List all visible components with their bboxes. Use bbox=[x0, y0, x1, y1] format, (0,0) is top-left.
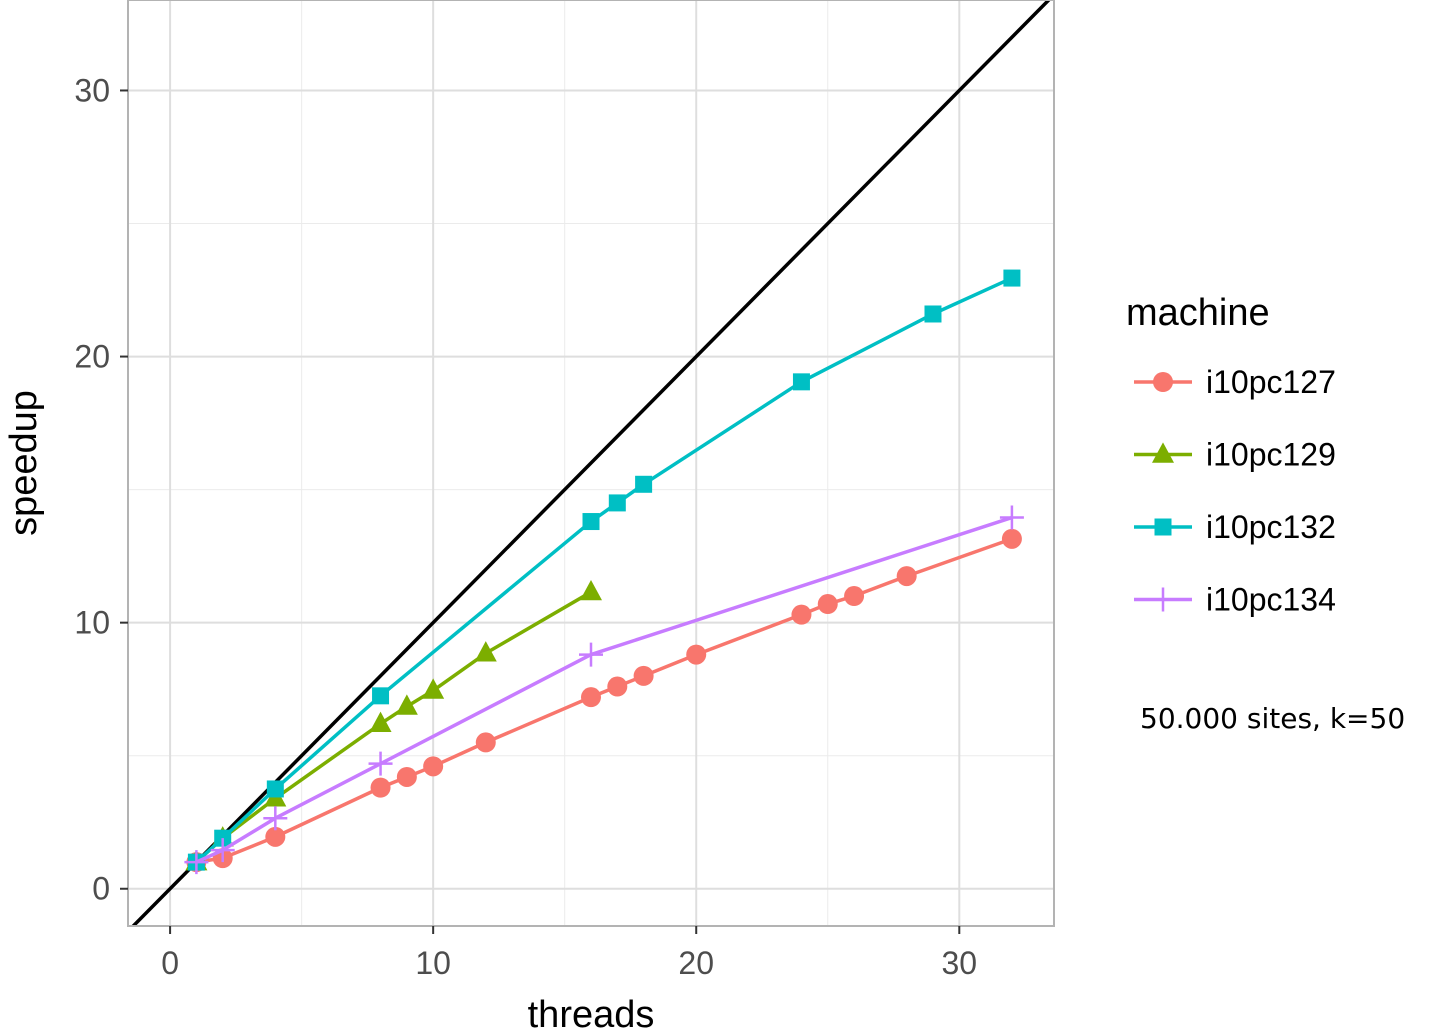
annotation-text: 50.000 sites, k=50 bbox=[1140, 702, 1405, 735]
data-point-i10pc129 bbox=[395, 694, 418, 715]
data-point-i10pc127 bbox=[633, 665, 654, 686]
x-axis-title: threads bbox=[528, 994, 655, 1030]
reference-line-layer bbox=[130, 0, 1052, 926]
data-point-i10pc134 bbox=[368, 751, 393, 776]
x-tick-label: 30 bbox=[941, 945, 977, 981]
data-point-i10pc127 bbox=[607, 676, 628, 697]
y-tick-label: 0 bbox=[92, 871, 110, 907]
y-axis-title: speedup bbox=[3, 390, 45, 536]
data-point-i10pc129 bbox=[474, 641, 497, 662]
data-point-i10pc132 bbox=[372, 687, 390, 705]
data-point-i10pc129 bbox=[580, 579, 602, 601]
data-point-i10pc127 bbox=[475, 732, 496, 753]
legend-title: machine bbox=[1126, 292, 1270, 334]
series-layer bbox=[184, 269, 1024, 875]
data-point-i10pc127 bbox=[396, 766, 417, 787]
data-point-i10pc129 bbox=[369, 711, 392, 733]
series-line-i10pc132 bbox=[195, 276, 1013, 864]
legend-item-i10pc132: i10pc132 bbox=[1134, 509, 1336, 545]
series-i10pc134 bbox=[184, 505, 1024, 875]
y-axis-ticks: 0 10 20 30 bbox=[74, 72, 128, 907]
series-i10pc132 bbox=[187, 269, 1021, 871]
data-point-i10pc134 bbox=[210, 838, 235, 863]
data-point-i10pc132 bbox=[266, 780, 284, 798]
data-point-i10pc127 bbox=[686, 644, 707, 665]
legend-label: i10pc134 bbox=[1206, 582, 1336, 618]
legend-item-i10pc127: i10pc127 bbox=[1134, 364, 1336, 400]
legend-label: i10pc129 bbox=[1206, 437, 1336, 473]
series-line-i10pc134 bbox=[195, 515, 1013, 864]
y-tick-label: 30 bbox=[74, 72, 110, 108]
x-tick-label: 0 bbox=[161, 945, 179, 981]
series-line-i10pc127 bbox=[196, 537, 1013, 864]
legend-key-square-icon bbox=[1154, 518, 1172, 536]
legend-label: i10pc132 bbox=[1206, 509, 1336, 545]
data-point-i10pc134 bbox=[263, 806, 288, 831]
x-tick-label: 10 bbox=[415, 945, 451, 981]
data-point-i10pc127 bbox=[844, 586, 865, 607]
data-point-i10pc127 bbox=[791, 604, 812, 625]
data-point-i10pc132 bbox=[635, 475, 653, 493]
data-point-i10pc134 bbox=[184, 850, 209, 875]
legend-label: i10pc127 bbox=[1206, 364, 1336, 400]
data-point-i10pc127 bbox=[423, 756, 444, 777]
legend-key-triangle-icon bbox=[1152, 442, 1174, 463]
plot-panel-border bbox=[127, 0, 1055, 927]
data-point-i10pc127 bbox=[817, 594, 838, 615]
legend: machine i10pc127 i10pc129 i10pc132 i10pc134 bbox=[1126, 292, 1336, 618]
data-point-i10pc132 bbox=[792, 373, 810, 391]
data-point-i10pc129 bbox=[422, 678, 445, 699]
data-point-i10pc132 bbox=[582, 513, 600, 531]
data-point-i10pc127 bbox=[265, 826, 286, 847]
legend-item-i10pc134: i10pc134 bbox=[1134, 582, 1336, 618]
legend-item-i10pc129: i10pc129 bbox=[1134, 437, 1336, 473]
data-point-i10pc134 bbox=[579, 642, 603, 667]
data-point-i10pc127 bbox=[896, 566, 917, 587]
grid bbox=[128, 0, 1054, 926]
data-point-i10pc127 bbox=[370, 777, 391, 798]
data-point-i10pc132 bbox=[924, 305, 942, 323]
y-tick-label: 20 bbox=[74, 339, 110, 375]
identity-reference-line bbox=[130, 0, 1052, 926]
data-point-i10pc127 bbox=[581, 687, 601, 708]
legend-key-circle-icon bbox=[1153, 372, 1173, 392]
y-tick-label: 10 bbox=[74, 605, 110, 641]
data-point-i10pc132 bbox=[1003, 269, 1021, 287]
data-point-i10pc132 bbox=[608, 494, 626, 512]
x-tick-label: 20 bbox=[678, 945, 714, 981]
x-axis-ticks: 0 10 20 30 bbox=[161, 926, 977, 981]
data-point-i10pc134 bbox=[999, 505, 1024, 530]
data-point-i10pc127 bbox=[1001, 528, 1022, 549]
legend-key-plus-icon bbox=[1151, 587, 1175, 612]
series-i10pc127 bbox=[186, 528, 1022, 873]
